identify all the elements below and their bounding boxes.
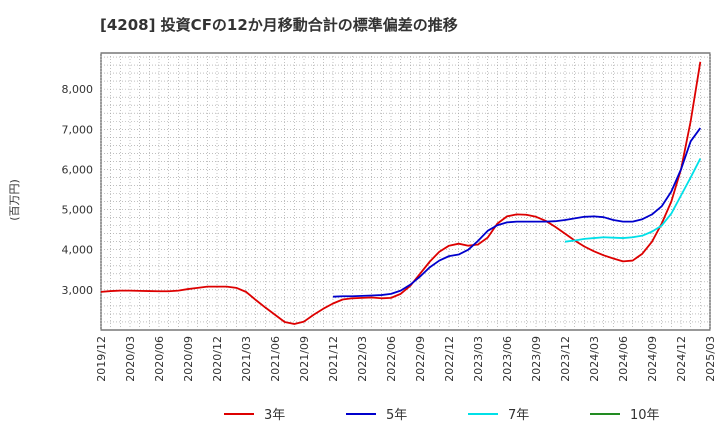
x-tick-label: 2023/12 [559, 336, 572, 382]
x-tick-label: 2024/06 [617, 336, 630, 382]
y-tick-label: 5,000 [62, 204, 94, 217]
x-tick-label: 2023/06 [501, 336, 514, 382]
y-tick-label: 4,000 [62, 244, 94, 257]
x-tick-label: 2023/09 [530, 336, 543, 382]
legend-label-1: 5年 [386, 408, 407, 423]
x-tick-label: 2025/03 [704, 336, 717, 382]
x-tick-label: 2022/06 [385, 336, 398, 382]
plot-frame [100, 52, 711, 331]
legend-label-2: 7年 [508, 408, 529, 423]
plot-area: 3,000 4,000 5,000 6,000 7,000 8,000 2019/12 202… [62, 52, 717, 382]
x-tick-label: 2021/06 [269, 336, 282, 382]
x-tick-label: 2024/03 [588, 336, 601, 382]
x-tick-label: 2021/12 [327, 336, 340, 382]
chart-title: [4208] 投資CFの12か月移動合計の標準偏差の推移 [100, 16, 458, 34]
y-axis-label: (百万円) [8, 179, 21, 221]
x-tick-label: 2022/12 [443, 336, 456, 382]
x-tick-label: 2020/03 [124, 336, 137, 382]
series-line-1 [332, 127, 702, 298]
x-tick-label: 2024/12 [675, 336, 688, 382]
legend-label-0: 3年 [264, 408, 285, 423]
legend-label-3: 10年 [630, 408, 660, 423]
y-tick-label: 7,000 [62, 123, 94, 136]
y-tick-label: 3,000 [62, 284, 94, 297]
x-tick-label: 2020/12 [211, 336, 224, 382]
x-tick-label: 2019/12 [95, 336, 108, 382]
x-tick-label: 2021/03 [240, 336, 253, 382]
series-line-2 [564, 158, 702, 243]
x-tick-label: 2022/03 [356, 336, 369, 382]
x-tick-label: 2020/09 [182, 336, 195, 382]
legend: 3年 5年 7年 10年 [224, 408, 660, 423]
x-tick-label: 2024/09 [646, 336, 659, 382]
x-tick-label: 2021/09 [298, 336, 311, 382]
series-line-0 [100, 61, 702, 325]
x-tick-label: 2023/03 [472, 336, 485, 382]
x-tick-label: 2022/09 [414, 336, 427, 382]
y-tick-label: 8,000 [62, 83, 94, 96]
x-tick-label: 2020/06 [153, 336, 166, 382]
y-tick-label: 6,000 [62, 163, 94, 176]
